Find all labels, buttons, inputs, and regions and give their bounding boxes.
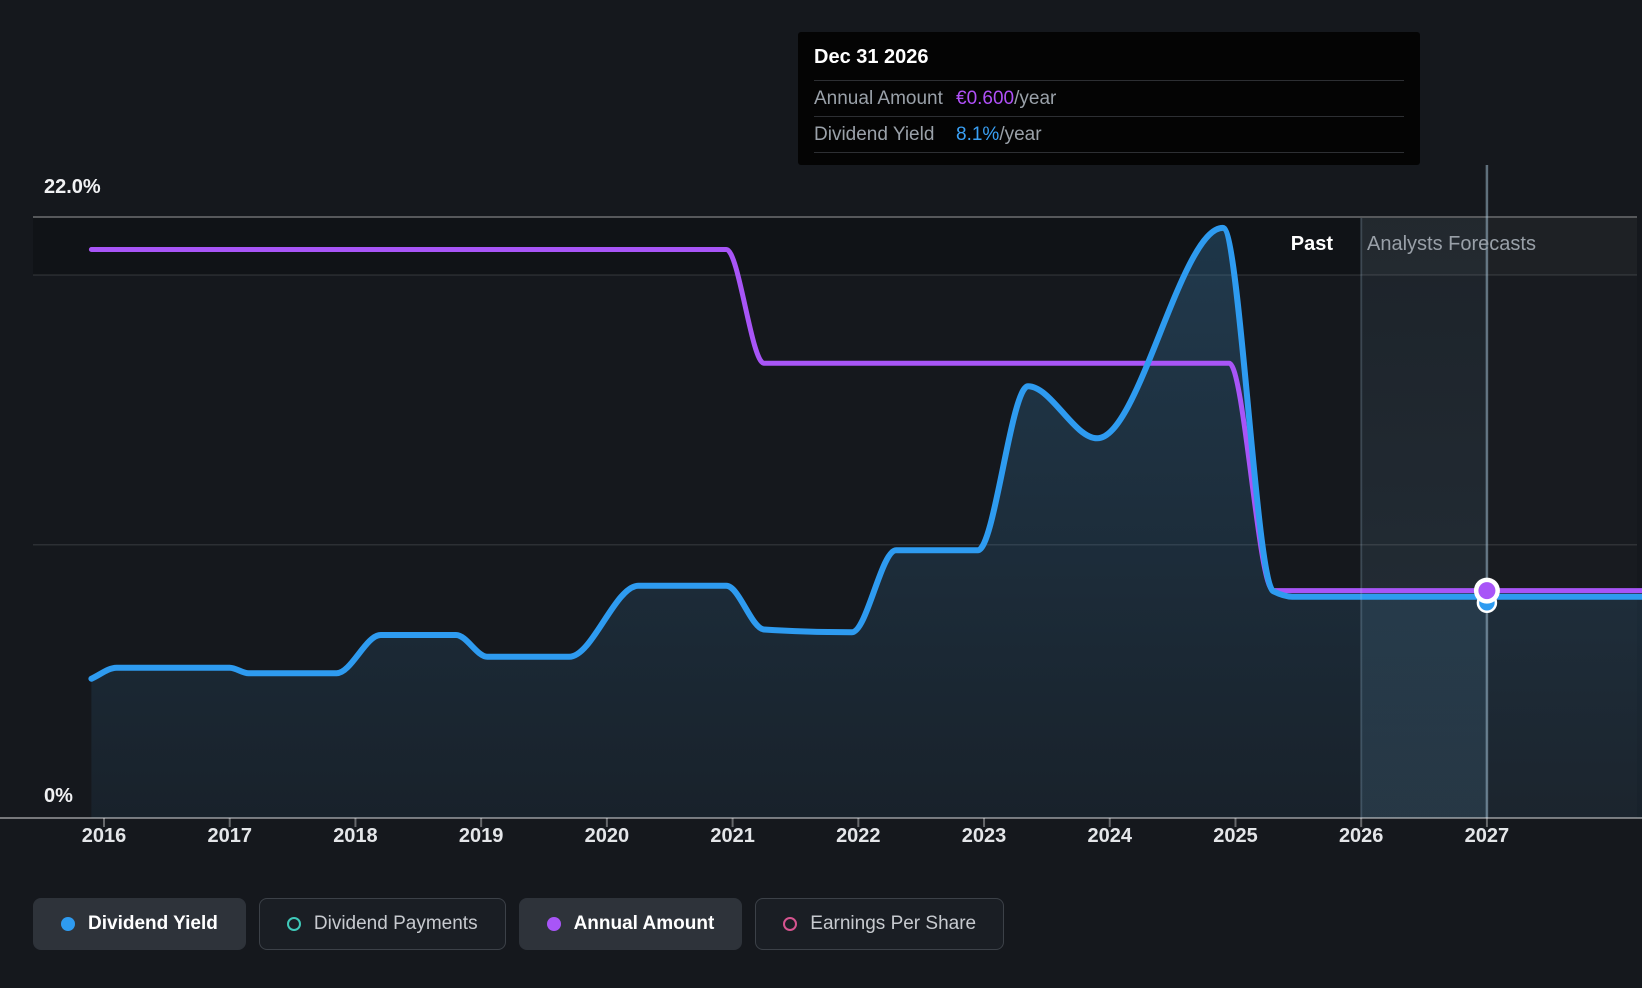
analysts-forecasts-label: Analysts Forecasts (1367, 233, 1536, 255)
gridlines (33, 215, 1637, 546)
chart-tooltip: Dec 31 2026 Annual Amount €0.600/year Di… (798, 32, 1420, 165)
annual-amount-marker[interactable] (1478, 582, 1496, 600)
x-axis-year-label: 2021 (710, 825, 755, 847)
x-axis-year-label: 2025 (1213, 825, 1258, 847)
x-axis-year-label: 2019 (459, 825, 504, 847)
past-period-header-strip (33, 218, 1362, 275)
y-axis-zero-label: 0% (44, 785, 73, 807)
dividend-yield-value: 8.1% (956, 123, 1000, 145)
y-axis-top-label: 22.0% (44, 176, 101, 198)
legend-button-dividend-yield[interactable]: Dividend Yield (33, 898, 246, 950)
x-axis-year-label: 2022 (836, 825, 881, 847)
dividend-yield-area (91, 227, 1642, 818)
annual-amount-dot-icon (546, 917, 561, 931)
legend-button-dividend-payments[interactable]: Dividend Payments (258, 898, 506, 950)
legend-label: Earnings Per Share (810, 913, 977, 934)
tooltip-row-annual-amount: Annual Amount €0.600/year (814, 80, 1404, 116)
x-axis-year-label: 2023 (962, 825, 1007, 847)
legend-label: Annual Amount (573, 913, 715, 934)
tooltip-row-dividend-yield: Dividend Yield 8.1%/year (814, 116, 1404, 153)
dividend-yield-dot-icon (61, 917, 75, 931)
legend-label: Dividend Payments (313, 913, 478, 934)
chart-legend: Dividend Yield Dividend Payments Annual Am… (33, 898, 1005, 950)
past-label: Past (1291, 233, 1334, 255)
dividend-payments-ring-icon (286, 917, 301, 931)
dividend-yield-line (88, 224, 1642, 682)
earnings-per-share-ring-icon (783, 917, 798, 931)
x-axis-year-label: 2020 (585, 825, 630, 847)
x-axis-year-label: 2027 (1465, 825, 1510, 847)
legend-button-earnings-per-share[interactable]: Earnings Per Share (755, 898, 1005, 950)
x-axis-year-label: 2026 (1339, 825, 1384, 847)
legend-button-annual-amount[interactable]: Annual Amount (518, 898, 743, 950)
x-axis-year-label: 2018 (333, 825, 378, 847)
x-axis-year-label: 2016 (82, 825, 127, 847)
legend-label: Dividend Yield (88, 913, 218, 934)
annual-amount-line (88, 246, 1642, 594)
x-axis-year-labels: 2016 2017 2018 2019 2020 2021 2022 2023 2024 2025… (82, 825, 1509, 847)
x-axis-ticks (103, 818, 1488, 827)
x-axis-year-label: 2017 (207, 825, 252, 847)
x-axis-year-label: 2024 (1088, 825, 1133, 847)
tooltip-date: Dec 31 2026 (814, 46, 929, 68)
annual-amount-value: €0.600 (956, 87, 1015, 109)
